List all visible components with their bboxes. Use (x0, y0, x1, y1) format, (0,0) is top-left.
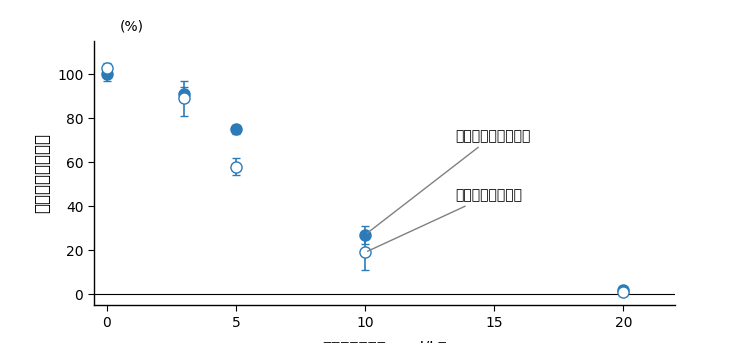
Text: 阿尔法株（英国株）: 阿尔法株（英国株） (368, 129, 531, 233)
X-axis label: 二氧化氯浓度（μmol/L）: 二氧化氯浓度（μmol/L） (322, 341, 447, 343)
Text: 贝塔株（南非株）: 贝塔株（南非株） (368, 188, 523, 251)
Text: (%): (%) (120, 19, 144, 33)
Y-axis label: 相对化学发光强度: 相对化学发光强度 (34, 133, 52, 213)
